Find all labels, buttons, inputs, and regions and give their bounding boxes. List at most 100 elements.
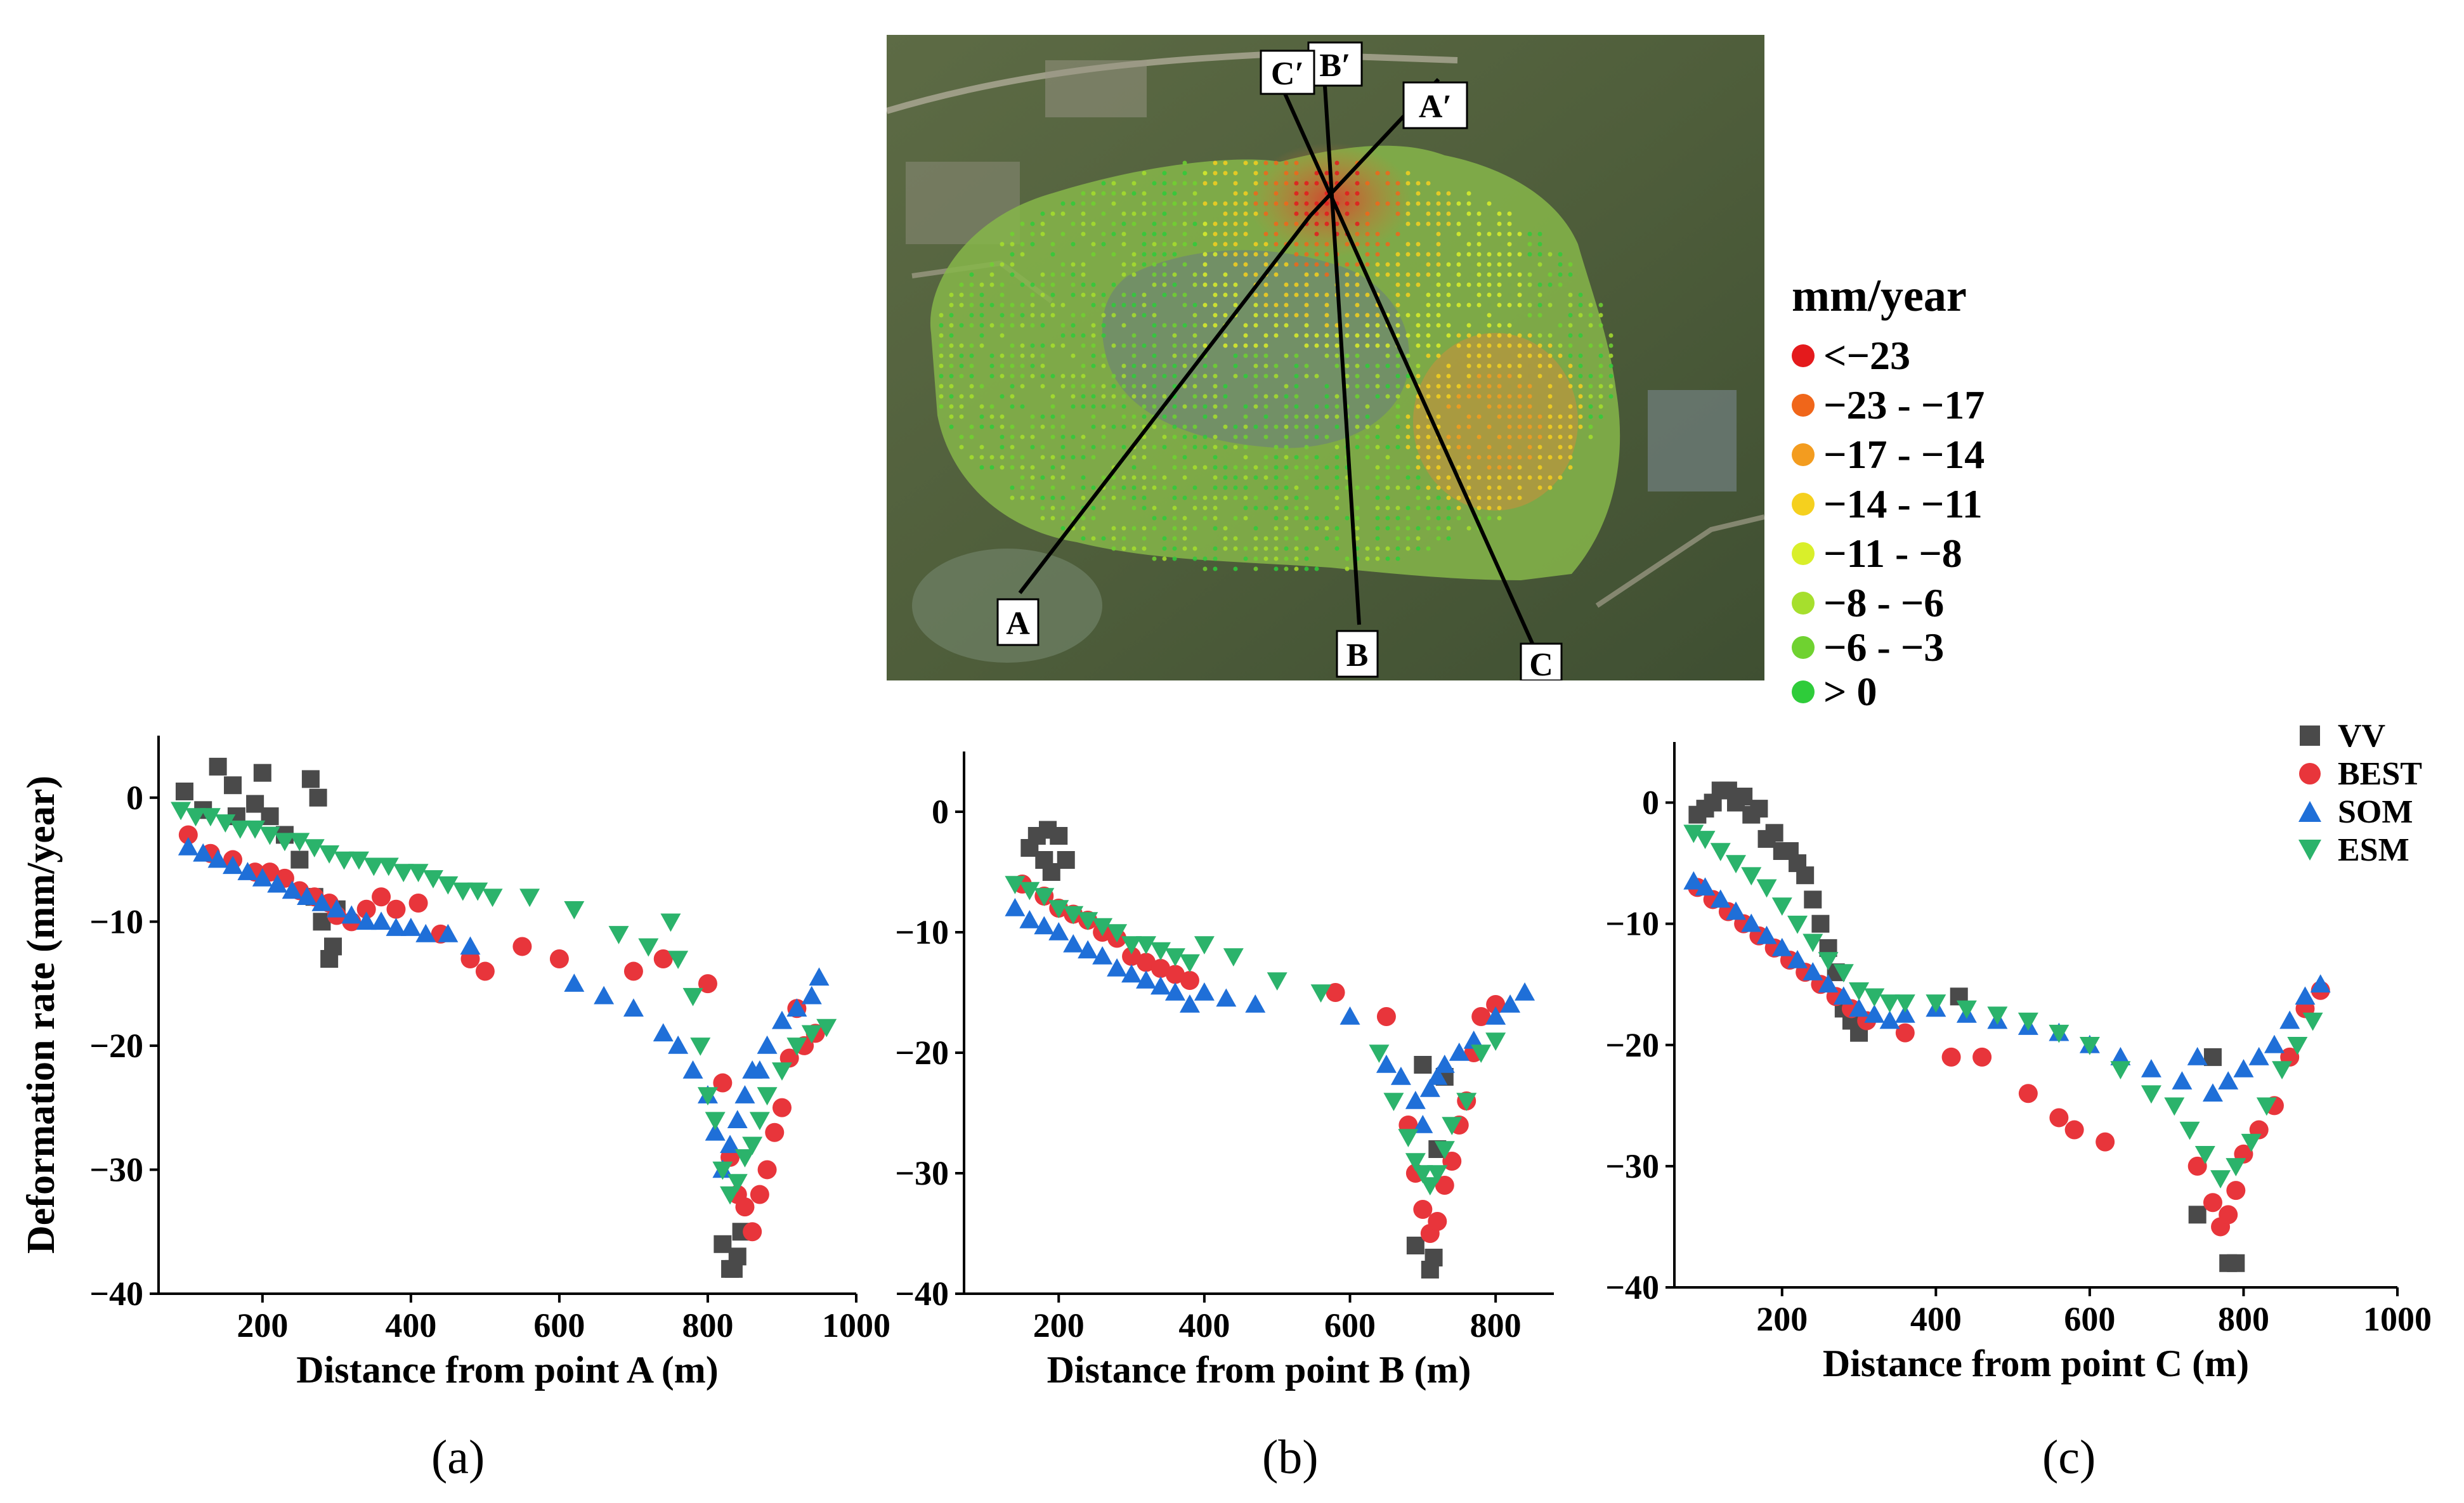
x-tick-label: 800 — [682, 1306, 733, 1344]
deformation-point — [1040, 363, 1045, 368]
legend-title: mm/year — [1792, 270, 1967, 321]
deformation-point — [1466, 363, 1471, 368]
data-point-esm — [1849, 982, 1870, 1001]
y-tick-label: −20 — [895, 1034, 949, 1072]
data-point-esm — [1956, 1000, 1977, 1019]
deformation-point — [1324, 211, 1329, 216]
data-point-som — [1849, 998, 1870, 1017]
data-point-esm — [2226, 1158, 2246, 1176]
deformation-point — [1426, 343, 1431, 348]
data-point-som — [415, 923, 436, 942]
data-point-esm — [1034, 888, 1055, 906]
deformation-point — [1131, 505, 1137, 511]
data-point-esm — [289, 833, 310, 852]
deformation-point — [1497, 292, 1502, 297]
deformation-point — [1142, 526, 1147, 531]
deformation-point — [1487, 323, 1492, 328]
data-point-best — [1165, 965, 1185, 984]
data-point-esm — [274, 833, 295, 852]
deformation-point — [1284, 303, 1289, 308]
deformation-point — [1517, 384, 1522, 389]
legend-swatch — [1792, 680, 1815, 703]
data-point-esm — [1398, 1129, 1419, 1147]
deformation-point — [1071, 455, 1076, 460]
data-point-som — [1683, 871, 1704, 890]
deformation-point — [1365, 181, 1370, 186]
deformation-point — [1476, 505, 1482, 511]
deformation-point — [1466, 211, 1471, 216]
deformation-point — [1213, 231, 1218, 237]
deformation-point — [1071, 505, 1076, 511]
data-point-esm — [771, 1062, 792, 1081]
deformation-point — [1101, 292, 1106, 297]
data-point-vv — [290, 850, 309, 869]
deformation-point — [1000, 394, 1005, 399]
deformation-point — [1416, 313, 1421, 318]
data-point-vv — [1811, 914, 1830, 933]
deformation-point — [1426, 201, 1431, 206]
deformation-point — [1487, 353, 1492, 358]
x-tick-label: 600 — [533, 1306, 585, 1344]
deformation-point — [959, 404, 964, 409]
y-tick-label: −30 — [89, 1150, 143, 1188]
data-point-som — [1802, 962, 1823, 980]
data-point-som — [1179, 994, 1200, 1013]
data-point-som — [1818, 974, 1839, 993]
deformation-point — [1527, 353, 1532, 358]
deformation-point — [1324, 292, 1329, 297]
deformation-point — [1000, 445, 1005, 450]
data-point-esm — [1310, 984, 1331, 1003]
deformation-point — [1385, 384, 1390, 389]
data-point-som — [178, 837, 199, 856]
deformation-point — [1263, 160, 1268, 166]
deformation-point — [1487, 384, 1492, 389]
deformation-point — [1436, 252, 1441, 257]
deformation-point — [1487, 516, 1492, 521]
deformation-point — [1182, 363, 1187, 368]
label-b-prime-box: B′ — [1307, 41, 1363, 87]
deformation-point — [1040, 424, 1045, 429]
deformation-point — [959, 282, 964, 287]
deformation-point — [1446, 363, 1451, 368]
deformation-point — [959, 363, 964, 368]
deformation-point — [1466, 394, 1471, 399]
data-point-som — [1005, 898, 1026, 916]
deformation-point — [1487, 231, 1492, 237]
deformation-point — [1152, 262, 1157, 267]
deformation-point — [1091, 353, 1096, 358]
deformation-point — [1121, 272, 1126, 277]
deformation-point — [1162, 394, 1167, 399]
deformation-point — [1304, 445, 1309, 450]
deformation-point — [1152, 282, 1157, 287]
data-point-best — [750, 1185, 769, 1204]
deformation-point — [1172, 333, 1177, 338]
deformation-point — [1101, 303, 1106, 308]
deformation-point — [959, 445, 964, 450]
deformation-point — [1010, 434, 1015, 439]
deformation-point — [1365, 262, 1370, 267]
deformation-point — [1416, 505, 1421, 511]
deformation-point — [1487, 282, 1492, 287]
deformation-point — [1253, 160, 1258, 166]
deformation-point — [1324, 394, 1329, 399]
deformation-point — [1162, 556, 1167, 561]
data-point-best — [1941, 1047, 1961, 1067]
data-point-som — [720, 1135, 741, 1154]
deformation-point — [1000, 323, 1005, 328]
deformation-point — [1060, 434, 1066, 439]
deformation-point — [1213, 363, 1218, 368]
deformation-point — [1142, 191, 1147, 196]
deformation-point — [1111, 221, 1116, 226]
deformation-point — [1446, 404, 1451, 409]
deformation-point — [1162, 181, 1167, 186]
deformation-point — [1263, 211, 1268, 216]
deformation-point — [1507, 404, 1512, 409]
deformation-point — [1385, 353, 1390, 358]
data-point-som — [1136, 970, 1157, 989]
deformation-point — [1071, 242, 1076, 247]
deformation-point — [1395, 282, 1400, 287]
deformation-point — [1284, 292, 1289, 297]
deformation-point — [1284, 485, 1289, 490]
deformation-point — [949, 313, 954, 318]
deformation-point — [1294, 556, 1299, 561]
